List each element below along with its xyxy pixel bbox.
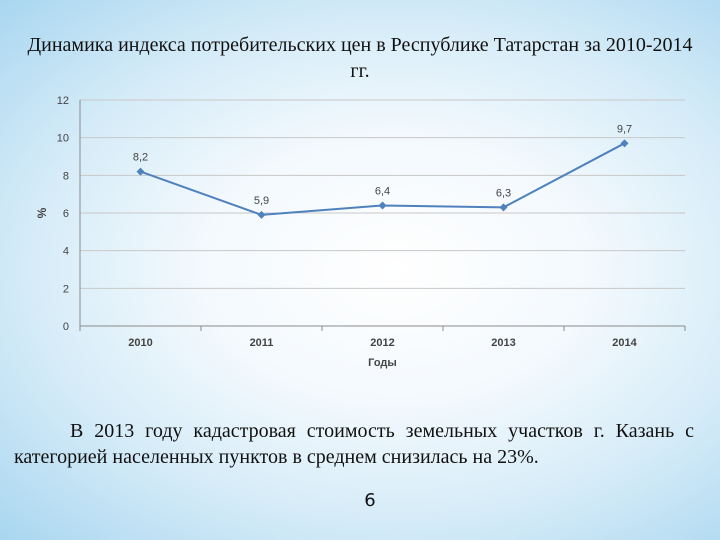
y-tick-label: 2 — [63, 283, 69, 295]
x-tick-label: 2014 — [612, 337, 637, 349]
data-point-marker — [499, 203, 508, 212]
line-chart: 0 2 4 6 8 10 12 2010 2011 2012 2013 2014 Годы% 8,2 5,9… — [35, 95, 686, 369]
x-tick-label: 2012 — [370, 337, 394, 349]
x-tick-label: 2013 — [491, 337, 515, 349]
y-tick-label: 10 — [57, 133, 69, 145]
y-tick-label: 12 — [57, 95, 69, 107]
body-paragraph: В 2013 году кадастровая стоимость земель… — [14, 420, 694, 468]
data-label: 8,2 — [133, 152, 148, 164]
x-axis-title: Годы — [368, 357, 397, 369]
data-label: 6,3 — [496, 187, 511, 199]
data-label: 9,7 — [617, 123, 632, 135]
data-point-marker — [257, 210, 266, 219]
data-point-marker — [136, 167, 145, 176]
y-tick-label: 6 — [63, 208, 69, 220]
x-tick-label: 2011 — [250, 337, 274, 349]
data-point-marker — [378, 201, 387, 210]
y-tick-label: 4 — [63, 246, 69, 258]
y-tick-label: 8 — [63, 170, 69, 182]
slide-title: Динамика индекса потребительских цен в Р… — [27, 34, 693, 82]
y-axis-title: % — [35, 207, 49, 218]
x-tick-label: 2010 — [128, 337, 152, 349]
data-point-marker — [620, 139, 629, 148]
y-tick-label: 0 — [63, 321, 69, 333]
page-number: 6 — [364, 490, 376, 511]
data-label: 5,9 — [254, 195, 269, 207]
data-label: 6,4 — [375, 185, 390, 197]
